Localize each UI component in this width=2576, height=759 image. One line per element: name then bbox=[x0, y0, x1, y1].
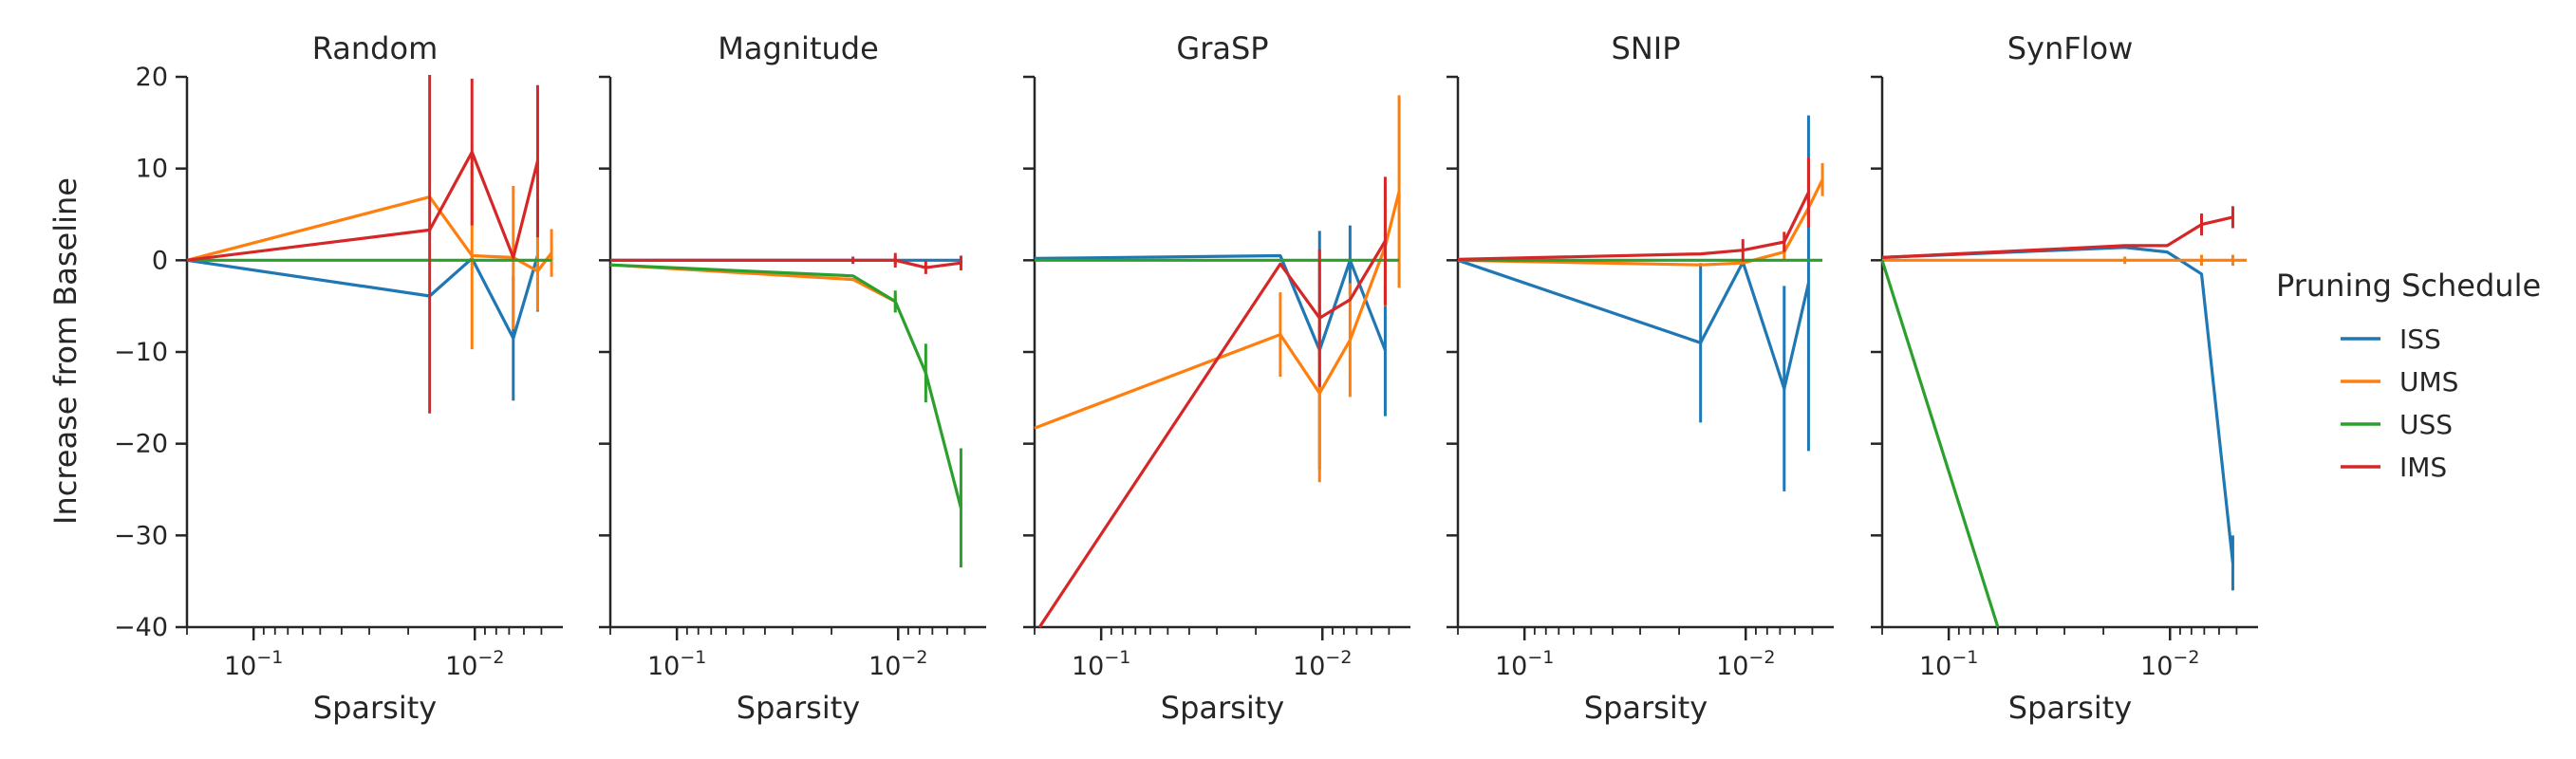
series-line-iss bbox=[1881, 246, 2234, 564]
x-tick-exponent: −1 bbox=[1104, 647, 1130, 668]
y-tick-label: −30 bbox=[114, 521, 168, 550]
plot-area bbox=[609, 252, 962, 568]
y-tick-label: 10 bbox=[136, 155, 168, 184]
legend-title: Pruning Schedule bbox=[2276, 268, 2541, 304]
x-tick-label: 10−1 bbox=[1072, 647, 1130, 681]
x-axis-label: Sparsity bbox=[1584, 690, 1708, 726]
x-axis-label: Sparsity bbox=[2008, 690, 2132, 726]
y-axis-label: Increase from Baseline bbox=[47, 177, 84, 525]
x-tick-exponent: −2 bbox=[1325, 647, 1352, 668]
series-line-ims bbox=[186, 150, 539, 262]
legend: Pruning Schedule ISS UMS USS IMS bbox=[2276, 268, 2541, 483]
series-line-ims bbox=[1037, 240, 1387, 628]
series-iss bbox=[1457, 115, 1810, 491]
series-ums bbox=[1457, 162, 1824, 267]
series-uss bbox=[609, 263, 962, 568]
legend-label-uss: USS bbox=[2399, 409, 2453, 440]
x-tick-label: 10−2 bbox=[2140, 647, 2199, 681]
series-line-uss bbox=[609, 263, 962, 509]
series-line-iss bbox=[1457, 258, 1810, 391]
panel-title: Magnitude bbox=[718, 30, 879, 66]
series-iss bbox=[1034, 225, 1387, 470]
x-tick-base: 10 bbox=[647, 652, 680, 681]
x-tick-label: 10−1 bbox=[647, 647, 706, 681]
x-tick-base: 10 bbox=[868, 652, 901, 681]
x-tick-exponent: −2 bbox=[901, 647, 927, 668]
series-line-ums bbox=[186, 195, 553, 273]
y-tick-label: 0 bbox=[152, 246, 168, 275]
x-tick-exponent: −2 bbox=[477, 647, 504, 668]
x-tick-exponent: −2 bbox=[1748, 647, 1775, 668]
series-ims bbox=[1881, 206, 2234, 259]
plot-area bbox=[1880, 206, 2248, 628]
x-tick-exponent: −1 bbox=[1951, 647, 1978, 668]
series-ums bbox=[186, 161, 553, 350]
x-tick-base: 10 bbox=[445, 652, 477, 681]
y-tick-label: −40 bbox=[114, 613, 168, 642]
y-tick-label: −10 bbox=[114, 338, 168, 367]
series-line-uss bbox=[1880, 259, 2000, 628]
series-line-ims bbox=[1457, 192, 1810, 261]
series-line-ums bbox=[1457, 178, 1824, 267]
plot-area bbox=[186, 75, 553, 414]
x-tick-exponent: −2 bbox=[2173, 647, 2199, 668]
legend-label-iss: ISS bbox=[2399, 324, 2441, 355]
x-tick-exponent: −1 bbox=[680, 647, 706, 668]
x-tick-base: 10 bbox=[224, 652, 256, 681]
legend-label-ums: UMS bbox=[2399, 366, 2458, 398]
series-line-ims bbox=[1881, 215, 2233, 259]
series-ims bbox=[1457, 157, 1810, 262]
x-tick-base: 10 bbox=[2140, 652, 2173, 681]
plot-area bbox=[1034, 95, 1401, 628]
x-tick-base: 10 bbox=[1919, 652, 1951, 681]
series-iss bbox=[1881, 246, 2234, 591]
legend-label-ims: IMS bbox=[2399, 452, 2447, 483]
x-tick-label: 10−2 bbox=[445, 647, 504, 681]
panel-title: SynFlow bbox=[2007, 30, 2134, 66]
x-tick-label: 10−1 bbox=[224, 647, 283, 681]
x-tick-label: 10−2 bbox=[1293, 647, 1352, 681]
x-tick-exponent: −1 bbox=[1527, 647, 1554, 668]
series-line-ums bbox=[1034, 191, 1401, 430]
x-axis-label: Sparsity bbox=[313, 690, 437, 726]
series-iss bbox=[186, 199, 539, 401]
x-tick-base: 10 bbox=[1072, 652, 1104, 681]
series-uss bbox=[1880, 259, 2000, 628]
x-tick-label: 10−2 bbox=[868, 647, 927, 681]
x-tick-exponent: −1 bbox=[256, 647, 283, 668]
series-ums bbox=[1882, 254, 2248, 267]
y-tick-label: −20 bbox=[114, 430, 168, 459]
y-tick-label: 20 bbox=[136, 63, 168, 92]
series-line-iss bbox=[186, 255, 539, 341]
x-tick-base: 10 bbox=[1495, 652, 1527, 681]
x-tick-label: 10−1 bbox=[1495, 647, 1554, 681]
plot-area bbox=[1457, 115, 1824, 491]
series-ims bbox=[1037, 176, 1387, 628]
series-ims bbox=[610, 252, 962, 274]
x-tick-base: 10 bbox=[1716, 652, 1748, 681]
panel-title: GraSP bbox=[1176, 30, 1268, 66]
series-ims bbox=[186, 75, 539, 414]
x-tick-label: 10−2 bbox=[1716, 647, 1775, 681]
series-ums bbox=[1034, 95, 1401, 483]
x-tick-label: 10−1 bbox=[1919, 647, 1978, 681]
panel-title: Random bbox=[312, 30, 438, 66]
x-axis-label: Sparsity bbox=[737, 690, 860, 726]
x-axis-label: Sparsity bbox=[1161, 690, 1284, 726]
series-line-iss bbox=[1034, 253, 1387, 352]
panel-title: SNIP bbox=[1612, 30, 1681, 66]
x-tick-base: 10 bbox=[1293, 652, 1325, 681]
